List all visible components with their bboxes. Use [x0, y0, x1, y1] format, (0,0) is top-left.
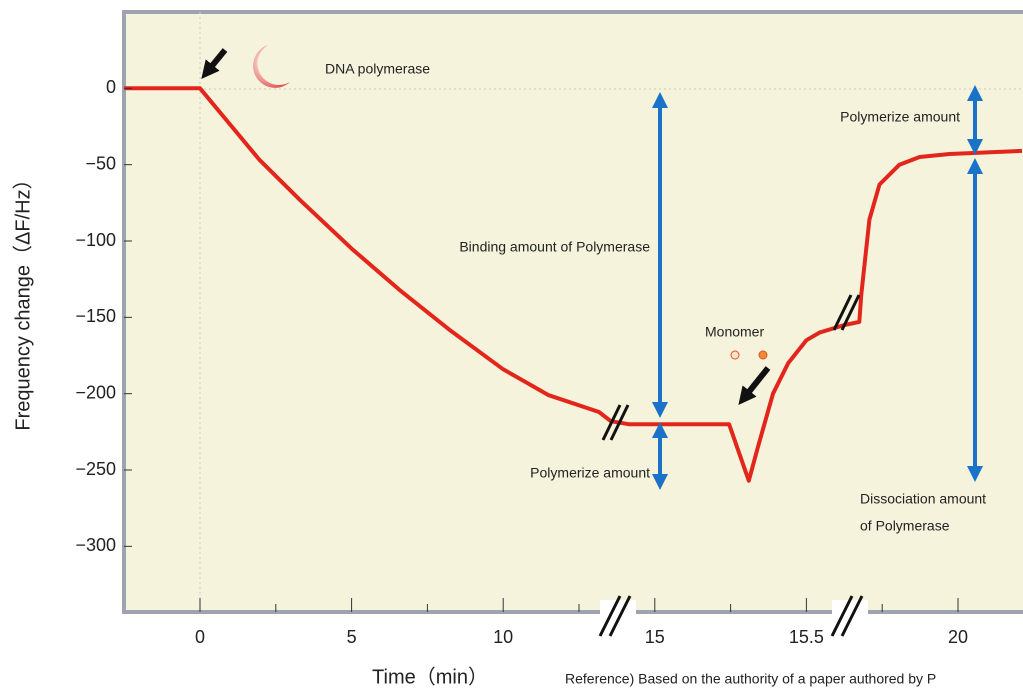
- page: {"chart_data": { "type": "line", "x_labe…: [0, 0, 1023, 692]
- y-axis-label: Frequency change（ΔF/Hz）: [11, 169, 34, 430]
- annotation: Dissociation amount: [860, 491, 986, 507]
- annotation: DNA polymerase: [325, 61, 430, 77]
- annotation: Binding amount of Polymerase: [459, 239, 650, 255]
- y-tick-label: −150: [75, 306, 116, 326]
- monomer-icon: [759, 351, 767, 359]
- annotation: Polymerize amount: [530, 465, 650, 481]
- y-tick-label: 0: [106, 77, 116, 97]
- x-tick-label: 15.5: [789, 627, 824, 647]
- x-tick-label: 15: [645, 627, 665, 647]
- chart: DNA polymerase Binding amount of Polymer…: [0, 0, 1023, 692]
- y-tick-label: −200: [75, 382, 116, 402]
- annotation: Monomer: [705, 324, 764, 340]
- x-tick-label: 20: [948, 627, 968, 647]
- annotation: of Polymerase: [860, 518, 950, 534]
- x-tick-label: 0: [195, 627, 205, 647]
- x-axis-label: Time（min）: [372, 665, 488, 688]
- x-tick-label: 5: [347, 627, 357, 647]
- reference-note: Reference) Based on the authority of a p…: [565, 671, 936, 687]
- y-tick-label: −100: [75, 230, 116, 250]
- y-tick-label: −250: [75, 459, 116, 479]
- y-tick-label: −50: [85, 153, 116, 173]
- monomer-icon: [731, 351, 739, 359]
- x-tick-label: 10: [493, 627, 513, 647]
- y-tick-label: −300: [75, 535, 116, 555]
- annotation: Polymerize amount: [840, 109, 960, 125]
